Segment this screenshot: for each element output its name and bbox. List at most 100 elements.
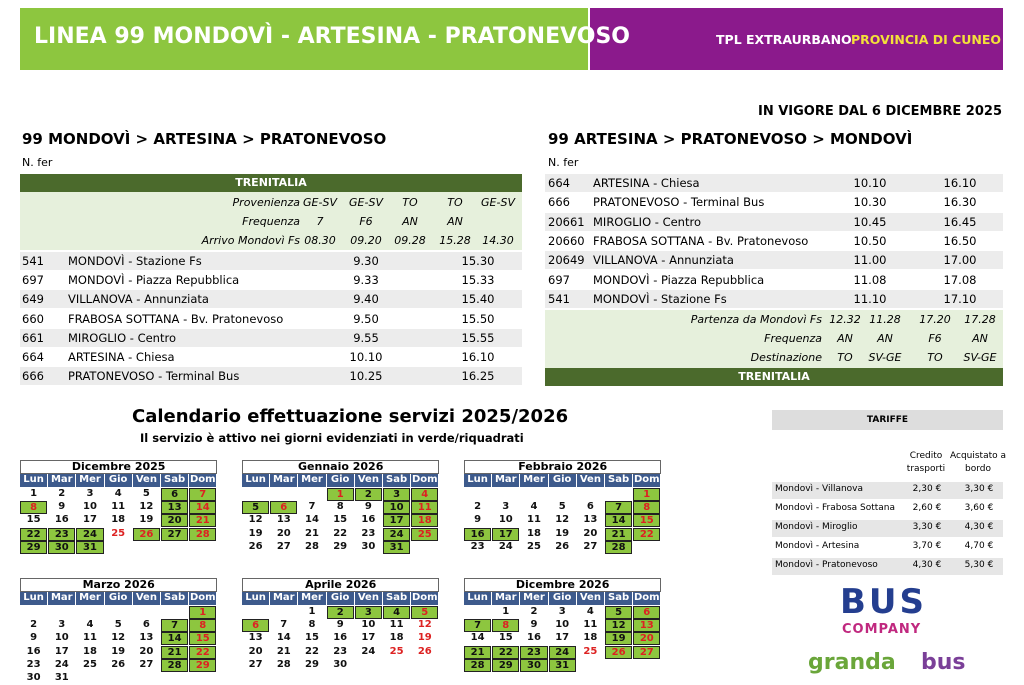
weekday: Mar — [492, 474, 520, 487]
info-value: AN — [837, 332, 853, 345]
info-bg — [545, 310, 1003, 368]
info-value: AN — [447, 215, 463, 228]
info-value: 17.28 — [964, 313, 996, 326]
calendar-day: 1 — [30, 488, 38, 499]
calendar-day: 19 — [248, 527, 263, 539]
calendar-day: 28 — [161, 658, 189, 672]
stop-name: PRATONEVOSO - Terminal Bus — [68, 369, 240, 384]
info-label: Partenza da Mondovì Fs — [690, 313, 822, 326]
month-name: Febbraio 2026 — [518, 460, 608, 473]
calendar-day: 12 — [605, 619, 633, 633]
calendar-day: 27 — [161, 527, 189, 541]
stop-name: MIROGLIO - Centro — [593, 214, 701, 229]
month-name: Dicembre 2025 — [71, 460, 166, 473]
stop-time: 9.50 — [353, 311, 379, 326]
calendar-day: 8 — [336, 501, 344, 513]
calendar-day: 10 — [555, 619, 570, 631]
weekday: Ven — [132, 592, 160, 605]
weekday: Sab — [383, 592, 411, 605]
stop-name: MONDOVÌ - Piazza Repubblica — [68, 273, 240, 288]
header-title: LINEA 99 MONDOVÌ - ARTESINA - PRATONEVOS… — [34, 24, 630, 49]
info-value: F6 — [928, 332, 942, 345]
stop-time: 16.45 — [943, 214, 977, 229]
calendar-day: 12 — [111, 632, 126, 644]
calendar-day: 22 — [492, 645, 520, 659]
fares-route: Mondovì - Miroglio — [775, 522, 858, 532]
calendar-day: 29 — [20, 540, 48, 554]
calendar-day: 7 — [189, 488, 217, 501]
info-value: SV-GE — [963, 351, 997, 364]
calendar-day: 6 — [633, 606, 661, 619]
calendar-day: 12 — [555, 514, 570, 526]
info-value: GE-SV — [481, 196, 515, 209]
calendar-day: 7 — [280, 619, 288, 631]
calendar-day: 22 — [333, 527, 348, 539]
calendar-day: 6 — [142, 619, 150, 631]
calendar-day: 24 — [76, 527, 104, 541]
logo-granda: granda — [808, 650, 896, 675]
calendar-day: 15 — [26, 514, 41, 526]
calendar-day: 7 — [605, 501, 633, 515]
calendar-day: 18 — [83, 645, 97, 657]
stop-row — [20, 328, 522, 347]
calendar-day: 2 — [326, 606, 354, 619]
calendar-day: 12 — [248, 514, 263, 526]
weekday: Dom — [189, 474, 217, 487]
calendar-day: 18 — [527, 527, 541, 539]
stop-time: 10.50 — [853, 233, 887, 248]
stop-time: 9.55 — [353, 330, 379, 345]
stop-time: 10.30 — [853, 195, 887, 210]
stop-time: 10.25 — [349, 369, 383, 384]
calendar-day: 30 — [48, 540, 76, 554]
calendar-day: 5 — [114, 619, 122, 631]
calendar-day: 28 — [464, 658, 492, 672]
stop-row — [545, 270, 1003, 289]
calendar-day: 21 — [305, 527, 319, 539]
validity: IN VIGORE DAL 6 DICEMBRE 2025 — [757, 104, 1002, 119]
fares-value: 3,30 € — [912, 522, 942, 532]
stop-name: VILLANOVA - Annunziata — [593, 253, 734, 268]
weekday: Gio — [104, 592, 132, 605]
calendar-day: 14 — [276, 632, 291, 644]
logo-bus: BUS — [840, 582, 928, 622]
calendar-day: 25 — [583, 645, 598, 657]
stop-row — [545, 212, 1003, 231]
info-value: 09.28 — [394, 234, 426, 247]
calendar-day: 10 — [383, 501, 411, 515]
calendar-day: 26 — [111, 658, 126, 670]
calendar-day: 29 — [305, 658, 319, 670]
calendar-day: 9 — [474, 514, 482, 526]
calendar-day: 23 — [48, 527, 76, 541]
calendar-day: 9 — [30, 632, 38, 644]
info-value: SV-GE — [868, 351, 902, 364]
stop-name: MONDOVÌ - Stazione Fs — [68, 254, 202, 268]
calendar-day: 23 — [333, 645, 348, 657]
calendar-day: 18 — [389, 632, 404, 644]
stop-code: 541 — [22, 254, 44, 268]
weekday: Sab — [161, 474, 189, 487]
weekday: Mar — [48, 592, 76, 605]
stop-code: 541 — [548, 291, 570, 306]
calendar-day: 2 — [530, 606, 538, 617]
stop-row — [20, 252, 522, 270]
stop-name: FRABOSA SOTTANA - Bv. Pratonevoso — [68, 311, 284, 326]
calendar-day: 10 — [83, 501, 97, 513]
calendar-day: 28 — [189, 527, 217, 541]
stop-name: MIROGLIO - Centro — [68, 330, 176, 345]
calendar-day: 27 — [633, 645, 661, 659]
calendar-day: 6 — [242, 619, 270, 633]
stop-name: VILLANOVA - Annunziata — [68, 292, 209, 307]
fares-column: Acquistato a bordo — [950, 451, 1007, 474]
calendar-day: 29 — [189, 658, 217, 672]
calendar-day: 6 — [586, 501, 594, 513]
calendar-day: 4 — [530, 501, 538, 513]
calendar-day: 31 — [54, 672, 69, 683]
calendar-day: 23 — [470, 540, 485, 552]
stop-time: 15.50 — [461, 311, 495, 326]
weekday: Mar — [270, 592, 298, 605]
info-label: Arrivo Mondovì Fs — [201, 234, 300, 247]
fares-value: 4,70 € — [964, 541, 994, 551]
calendar-day: 4 — [114, 488, 122, 499]
calendar-day: 9 — [336, 619, 344, 631]
calendar-day: 20 — [276, 527, 291, 539]
